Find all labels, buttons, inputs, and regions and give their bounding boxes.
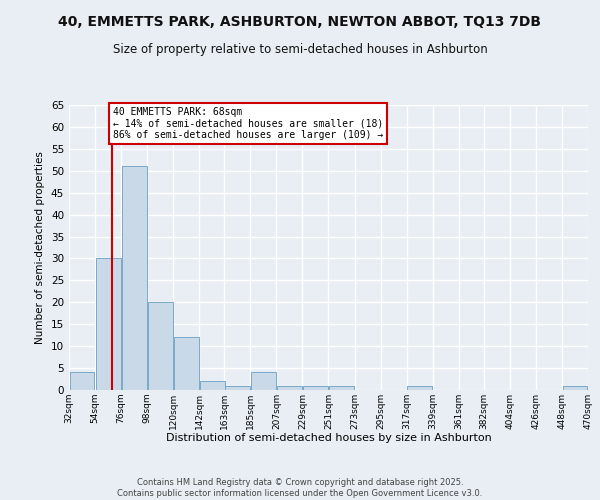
- Bar: [70, 372, 94, 390]
- Bar: [95, 258, 121, 390]
- Bar: [407, 386, 432, 390]
- Text: 40, EMMETTS PARK, ASHBURTON, NEWTON ABBOT, TQ13 7DB: 40, EMMETTS PARK, ASHBURTON, NEWTON ABBO…: [59, 15, 542, 29]
- Text: Size of property relative to semi-detached houses in Ashburton: Size of property relative to semi-detach…: [113, 42, 487, 56]
- X-axis label: Distribution of semi-detached houses by size in Ashburton: Distribution of semi-detached houses by …: [166, 434, 491, 444]
- Bar: [251, 372, 276, 390]
- Bar: [122, 166, 146, 390]
- Bar: [329, 386, 354, 390]
- Text: Contains HM Land Registry data © Crown copyright and database right 2025.
Contai: Contains HM Land Registry data © Crown c…: [118, 478, 482, 498]
- Bar: [277, 386, 302, 390]
- Bar: [174, 338, 199, 390]
- Bar: [225, 386, 250, 390]
- Bar: [200, 381, 225, 390]
- Bar: [563, 386, 587, 390]
- Text: 40 EMMETTS PARK: 68sqm
← 14% of semi-detached houses are smaller (18)
86% of sem: 40 EMMETTS PARK: 68sqm ← 14% of semi-det…: [113, 107, 383, 140]
- Bar: [303, 386, 328, 390]
- Bar: [148, 302, 173, 390]
- Y-axis label: Number of semi-detached properties: Number of semi-detached properties: [35, 151, 46, 344]
